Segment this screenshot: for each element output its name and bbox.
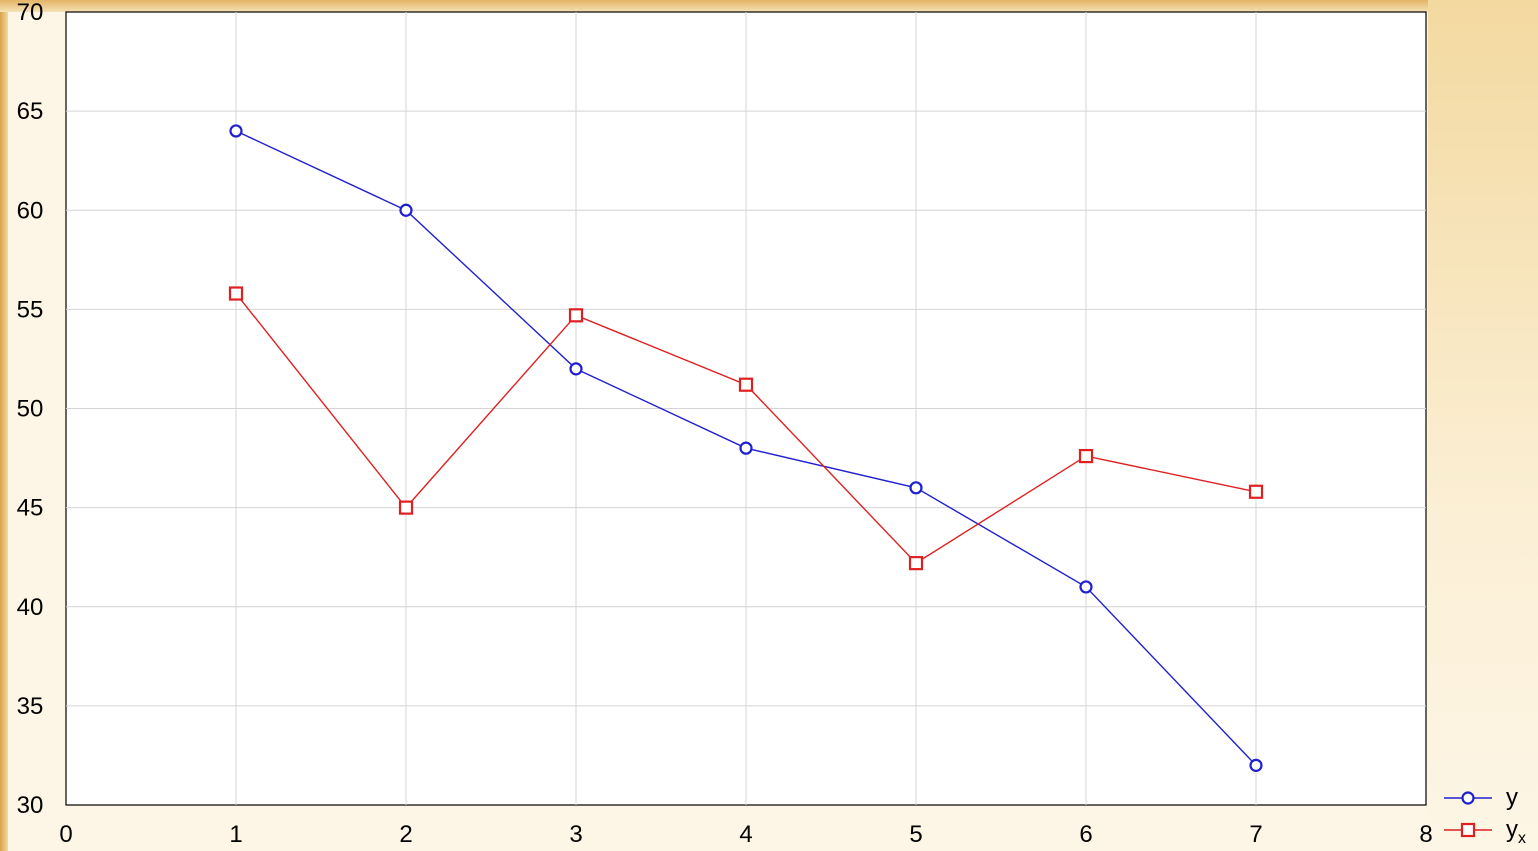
series-group — [228, 124, 1264, 772]
legend-label: y — [1506, 784, 1518, 811]
series-y — [229, 124, 1263, 772]
x-tick-label: 8 — [1419, 821, 1432, 848]
y-axis-ticks: 70 65 60 55 50 45 40 35 30 — [17, 0, 44, 819]
y-tick-label: 45 — [17, 495, 44, 522]
legend-label: yx — [1506, 816, 1526, 847]
data-point-square — [1078, 448, 1094, 464]
data-point-circle — [739, 441, 753, 455]
data-point-circle — [909, 481, 923, 495]
legend-label-subscript: x — [1518, 830, 1526, 847]
x-tick-label: 3 — [569, 821, 582, 848]
x-tick-label: 4 — [739, 821, 752, 848]
data-point-square — [398, 500, 414, 515]
legend-circle-marker — [1461, 791, 1475, 805]
left-border-decoration — [0, 0, 8, 851]
top-border-decoration — [0, 0, 1538, 12]
legend-label-text: y — [1506, 784, 1518, 811]
right-border-decoration — [1428, 0, 1538, 851]
legend-item-y: y — [1444, 784, 1518, 811]
y-tick-label: 60 — [17, 197, 44, 224]
x-axis-ticks: 0 1 2 3 4 5 6 7 8 — [59, 821, 1432, 848]
x-tick-label: 1 — [229, 821, 242, 848]
x-tick-label: 0 — [59, 821, 72, 848]
data-point-circle — [229, 124, 243, 138]
legend: yyx — [1444, 784, 1526, 847]
data-point-square — [228, 286, 244, 301]
series-yx — [228, 286, 1264, 571]
data-point-circle — [1079, 580, 1093, 594]
y-tick-label: 40 — [17, 594, 44, 621]
y-tick-label: 65 — [17, 98, 44, 125]
legend-item-yx: yx — [1444, 816, 1526, 847]
x-tick-label: 5 — [909, 821, 922, 848]
x-tick-label: 7 — [1249, 821, 1262, 848]
data-point-square — [738, 377, 754, 392]
y-tick-label: 55 — [17, 296, 44, 323]
data-point-circle — [569, 362, 583, 376]
legend-square-marker — [1460, 822, 1476, 838]
data-point-square — [568, 308, 584, 323]
data-point-circle — [1249, 758, 1263, 772]
y-tick-label: 70 — [17, 0, 44, 26]
data-point-circle — [399, 203, 413, 217]
data-point-square — [1248, 484, 1264, 499]
y-tick-label: 50 — [17, 396, 44, 423]
data-point-square — [908, 556, 924, 571]
legend-label-text: y — [1506, 816, 1518, 843]
x-tick-label: 2 — [399, 821, 412, 848]
x-tick-label: 6 — [1079, 821, 1092, 848]
grid — [66, 12, 1426, 805]
y-tick-label: 35 — [17, 693, 44, 720]
y-tick-label: 30 — [17, 792, 44, 819]
